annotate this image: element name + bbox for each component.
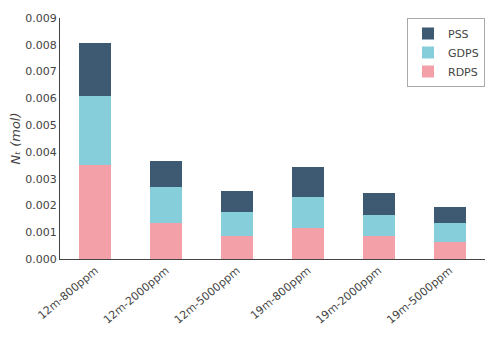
svg-text:Nₜ (mol): Nₜ (mol) <box>8 112 23 164</box>
svg-text:GDPS: GDPS <box>448 47 479 60</box>
svg-text:0.006: 0.006 <box>25 92 57 105</box>
svg-text:RDPS: RDPS <box>448 66 478 79</box>
svg-text:0.000: 0.000 <box>25 253 57 266</box>
svg-text:0.009: 0.009 <box>25 12 57 25</box>
svg-text:0.002: 0.002 <box>25 199 57 212</box>
svg-text:19m-5000ppm: 19m-5000ppm <box>384 264 455 326</box>
svg-text:19m-800ppm: 19m-800ppm <box>248 264 313 322</box>
svg-text:PSS: PSS <box>448 28 469 41</box>
svg-text:0.003: 0.003 <box>25 173 57 186</box>
svg-text:12m-2000ppm: 12m-2000ppm <box>101 264 172 326</box>
svg-text:12m-5000ppm: 12m-5000ppm <box>172 264 243 326</box>
svg-text:0.004: 0.004 <box>25 146 57 159</box>
svg-text:12m-800ppm: 12m-800ppm <box>36 264 101 322</box>
svg-text:0.007: 0.007 <box>25 65 57 78</box>
svg-text:0.001: 0.001 <box>25 226 57 239</box>
svg-text:19m-2000ppm: 19m-2000ppm <box>314 264 385 326</box>
svg-text:0.005: 0.005 <box>25 119 57 132</box>
svg-text:0.008: 0.008 <box>25 39 57 52</box>
